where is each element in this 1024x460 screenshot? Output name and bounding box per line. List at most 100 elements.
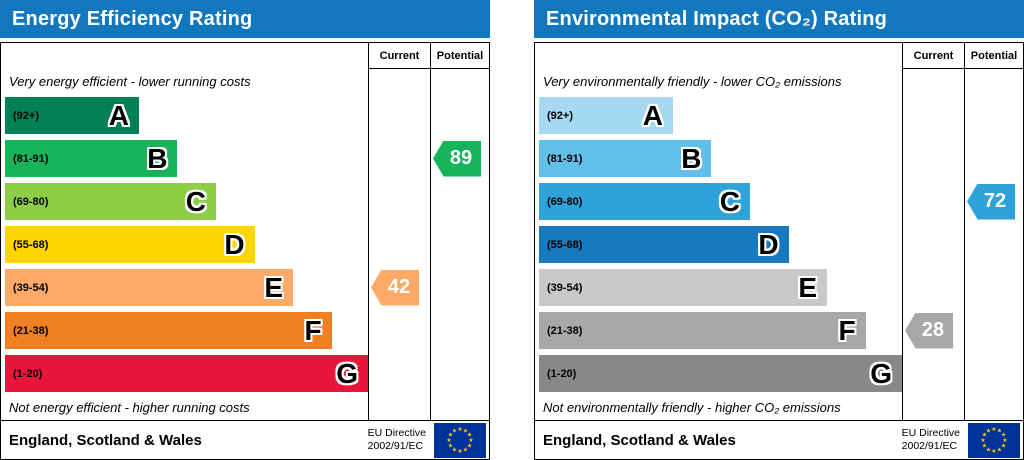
current-column-header: Current [902, 43, 964, 69]
spacer-cell [368, 395, 430, 420]
svg-text:★: ★ [452, 427, 457, 434]
svg-text:★: ★ [457, 448, 462, 455]
band-cell: (81-91) B [535, 137, 902, 180]
band-range-label: (39-54) [547, 281, 583, 294]
rating-band-b: (81-91) B [5, 140, 178, 177]
potential-column-cell [964, 137, 1023, 180]
svg-text:★: ★ [1001, 431, 1006, 438]
band-range-label: (81-91) [547, 152, 583, 165]
potential-column-cell [430, 352, 489, 395]
svg-text:★: ★ [467, 431, 472, 438]
band-letter: D [758, 228, 779, 260]
svg-text:★: ★ [991, 448, 996, 455]
eu-directive-label: EU Directive 2002/91/EC [368, 427, 426, 452]
current-column-cell [902, 352, 964, 395]
eu-flag-icon: ★ ★★★★★★★★★★★ [968, 422, 1020, 458]
current-column-cell [902, 180, 964, 223]
chart-title: Environmental Impact (CO₂) Rating [546, 7, 888, 30]
band-letter: C [719, 185, 741, 217]
bottom-caption-row: Not energy efficient - higher running co… [1, 395, 489, 420]
svg-text:★: ★ [448, 442, 453, 449]
band-row-c: (69-80) C [1, 180, 489, 223]
svg-text:★: ★ [982, 442, 987, 449]
band-cell: (69-80) C [1, 180, 368, 223]
band-row-f: (21-38) F [1, 309, 489, 352]
band-range-label: (39-54) [13, 281, 49, 294]
svg-text:★: ★ [982, 431, 987, 438]
eu-directive-line1: EU Directive [367, 427, 426, 440]
bottom-caption: Not environmentally friendly - higher CO… [543, 400, 841, 415]
spacer-cell [430, 69, 489, 94]
current-column-cell [902, 266, 964, 309]
band-cell: (39-54) E [535, 266, 902, 309]
band-range-label: (1-20) [13, 367, 43, 380]
spacer-cell [1, 43, 368, 69]
band-letter: C [185, 185, 207, 217]
current-column-cell: 28 [902, 309, 964, 352]
band-range-label: (55-68) [547, 238, 583, 251]
svg-text:★: ★ [446, 437, 451, 444]
rating-band-d: (55-68) D [5, 226, 255, 263]
svg-text:★: ★ [467, 442, 472, 449]
band-row-a: (92+) A [1, 94, 489, 137]
potential-column-cell: 89 [430, 137, 489, 180]
band-range-label: (92+) [547, 109, 573, 122]
band-row-g: (1-20) G [1, 352, 489, 395]
svg-text:★: ★ [463, 427, 468, 434]
band-range-label: (69-80) [13, 195, 49, 208]
rating-value: 28 [921, 319, 945, 341]
current-column-cell [368, 137, 430, 180]
rating-band-e: (39-54) E [539, 269, 828, 306]
band-letter: E [798, 271, 818, 303]
chart-header-bar: Environmental Impact (CO₂) Rating [534, 0, 1024, 38]
svg-text:★: ★ [448, 431, 453, 438]
potential-column-cell: 72 [964, 180, 1023, 223]
current-column-cell: 42 [368, 266, 430, 309]
column-header-row: Current Potential [535, 43, 1023, 69]
band-range-label: (69-80) [547, 195, 583, 208]
potential-rating-tag: 72 [967, 183, 1015, 220]
potential-column-cell [964, 352, 1023, 395]
spacer-cell [902, 395, 964, 420]
svg-text:★: ★ [468, 437, 473, 444]
rating-band-a: (92+) A [539, 97, 673, 134]
potential-column-header: Potential [964, 43, 1023, 69]
top-caption: Very energy efficient - lower running co… [9, 74, 251, 89]
potential-rating-tag: 89 [433, 140, 481, 177]
band-row-b: (81-91) B [535, 137, 1023, 180]
band-row-g: (1-20) G [535, 352, 1023, 395]
svg-text:★: ★ [986, 446, 991, 453]
environmental-impact-rating-chart: Environmental Impact (CO₂) Rating Curren… [534, 0, 1024, 460]
rating-band-f: (21-38) F [539, 312, 866, 349]
spacer-cell [964, 395, 1023, 420]
band-letter: E [264, 271, 284, 303]
eu-directive-line2: 2002/91/EC [367, 440, 424, 452]
rating-band-c: (69-80) C [5, 183, 217, 220]
band-letter: G [870, 357, 892, 389]
svg-text:★: ★ [452, 446, 457, 453]
potential-column-cell [430, 223, 489, 266]
band-range-label: (21-38) [13, 324, 49, 337]
rating-bands: (92+) A (81-91) B (69-80) C 72 (55-68) D (39-54) E… [535, 94, 1023, 395]
potential-column-cell [964, 223, 1023, 266]
bottom-caption-row: Not environmentally friendly - higher CO… [535, 395, 1023, 420]
band-letter: A [642, 99, 663, 131]
band-row-a: (92+) A [535, 94, 1023, 137]
rating-band-d: (55-68) D [539, 226, 789, 263]
spacer-cell [368, 69, 430, 94]
rating-band-e: (39-54) E [5, 269, 294, 306]
band-letter: B [147, 142, 168, 174]
band-range-label: (1-20) [547, 367, 577, 380]
eu-flag-icon: ★ ★★★★★★★★★★★ [434, 422, 486, 458]
band-cell: (92+) A [535, 94, 902, 137]
bottom-caption: Not energy efficient - higher running co… [9, 400, 250, 415]
band-letter: G [336, 357, 358, 389]
current-column-header: Current [368, 43, 430, 69]
eu-directive-line2: 2002/91/EC [901, 440, 958, 452]
chart-header-bar: Energy Efficiency Rating [0, 0, 490, 38]
table-footer: England, Scotland & Wales EU Directive 2… [535, 420, 1023, 459]
table-footer: England, Scotland & Wales EU Directive 2… [1, 420, 489, 459]
rating-band-g: (1-20) G [539, 355, 902, 392]
potential-column-cell [430, 94, 489, 137]
